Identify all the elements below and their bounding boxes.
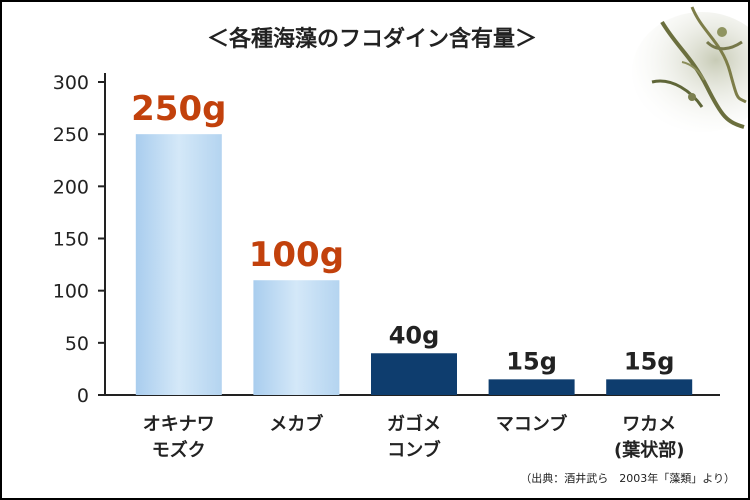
category-label: ワカメ [622, 414, 676, 435]
y-tick-label: 0 [77, 385, 89, 407]
category-label: マコンブ [496, 413, 567, 435]
seaweed-decoration [632, 6, 748, 132]
category-label: コンブ [387, 439, 440, 461]
bars [135, 134, 693, 395]
data-label: 250g [131, 89, 226, 129]
data-label: 40g [389, 321, 440, 349]
y-tick-label: 250 [53, 124, 89, 146]
data-labels: 250g 100g 40g 15g 15g [131, 89, 674, 375]
bar [253, 280, 340, 395]
y-tick-label: 300 [53, 72, 89, 94]
source-note: （出典：酒井武ら 2003年「藻類」より） [520, 471, 735, 485]
category-label: メカブ [269, 413, 323, 435]
y-tick-label: 50 [65, 333, 89, 355]
bar [488, 379, 575, 395]
category-label: オキナワ [143, 414, 215, 435]
data-label: 15g [506, 347, 557, 375]
bar [371, 353, 457, 395]
chart-title: ＜各種海藻のフコダイン含有量＞ [207, 26, 537, 52]
y-tick-label: 200 [53, 176, 89, 198]
bar [606, 379, 693, 395]
data-label: 15g [624, 347, 675, 375]
bar [135, 134, 222, 395]
y-tick-label: 150 [53, 229, 89, 251]
y-tick-label: 100 [53, 281, 89, 303]
category-label: モズク [152, 439, 206, 461]
category-label: ガゴメ [387, 413, 441, 435]
data-label: 100g [249, 235, 344, 275]
y-ticks: 0 50 100 150 200 250 300 [53, 72, 105, 407]
category-label: (葉状部) [614, 439, 684, 461]
